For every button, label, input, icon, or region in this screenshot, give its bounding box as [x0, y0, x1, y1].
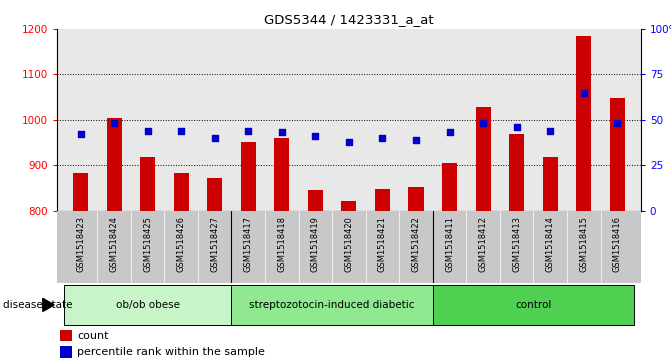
Point: [511, 124, 522, 130]
Text: count: count: [77, 331, 109, 341]
Text: GSM1518422: GSM1518422: [411, 216, 421, 272]
Bar: [610, 98, 625, 211]
Bar: [509, 134, 524, 211]
Point: [243, 128, 254, 134]
Point: [612, 121, 623, 126]
Bar: [308, 190, 323, 211]
Point: [276, 130, 287, 135]
Text: GSM1518417: GSM1518417: [244, 216, 253, 272]
Bar: [60, 346, 72, 358]
Text: GSM1518413: GSM1518413: [512, 216, 521, 272]
Bar: [576, 36, 591, 211]
Text: GSM1518419: GSM1518419: [311, 216, 320, 272]
Point: [444, 130, 455, 135]
Text: disease state: disease state: [3, 300, 73, 310]
Bar: [409, 187, 423, 211]
Bar: [476, 107, 491, 211]
Point: [344, 139, 354, 144]
Text: GSM1518423: GSM1518423: [76, 216, 85, 272]
Point: [209, 135, 220, 141]
Text: GSM1518414: GSM1518414: [546, 216, 555, 272]
Bar: [207, 178, 222, 211]
Point: [176, 128, 187, 134]
Text: ob/ob obese: ob/ob obese: [115, 300, 180, 310]
Text: percentile rank within the sample: percentile rank within the sample: [77, 347, 265, 357]
Text: GSM1518411: GSM1518411: [445, 216, 454, 272]
Bar: [174, 173, 189, 211]
Text: control: control: [515, 300, 552, 310]
Point: [545, 128, 556, 134]
Text: GSM1518427: GSM1518427: [210, 216, 219, 272]
Bar: [543, 157, 558, 211]
Point: [310, 133, 321, 139]
Point: [75, 131, 86, 137]
Text: GSM1518426: GSM1518426: [176, 216, 186, 272]
Title: GDS5344 / 1423331_a_at: GDS5344 / 1423331_a_at: [264, 13, 433, 26]
Bar: [342, 201, 356, 211]
Text: GSM1518420: GSM1518420: [344, 216, 354, 272]
FancyBboxPatch shape: [433, 285, 634, 325]
Text: GSM1518424: GSM1518424: [109, 216, 119, 272]
Text: GSM1518425: GSM1518425: [143, 216, 152, 272]
Polygon shape: [43, 298, 54, 311]
Bar: [73, 173, 88, 211]
FancyBboxPatch shape: [231, 285, 433, 325]
Bar: [241, 142, 256, 211]
Point: [411, 137, 421, 143]
Bar: [442, 163, 457, 211]
Point: [377, 135, 388, 141]
Bar: [140, 157, 155, 211]
Text: GSM1518416: GSM1518416: [613, 216, 622, 272]
Text: GSM1518412: GSM1518412: [478, 216, 488, 272]
Text: GSM1518415: GSM1518415: [579, 216, 588, 272]
Point: [578, 90, 589, 95]
Text: streptozotocin-induced diabetic: streptozotocin-induced diabetic: [250, 300, 415, 310]
Text: GSM1518421: GSM1518421: [378, 216, 387, 272]
Point: [142, 128, 153, 134]
Point: [478, 121, 488, 126]
Bar: [274, 138, 289, 211]
FancyBboxPatch shape: [64, 285, 231, 325]
Bar: [107, 118, 121, 211]
Bar: [60, 330, 72, 341]
Bar: [375, 189, 390, 211]
Text: GSM1518418: GSM1518418: [277, 216, 287, 272]
Point: [109, 121, 119, 126]
